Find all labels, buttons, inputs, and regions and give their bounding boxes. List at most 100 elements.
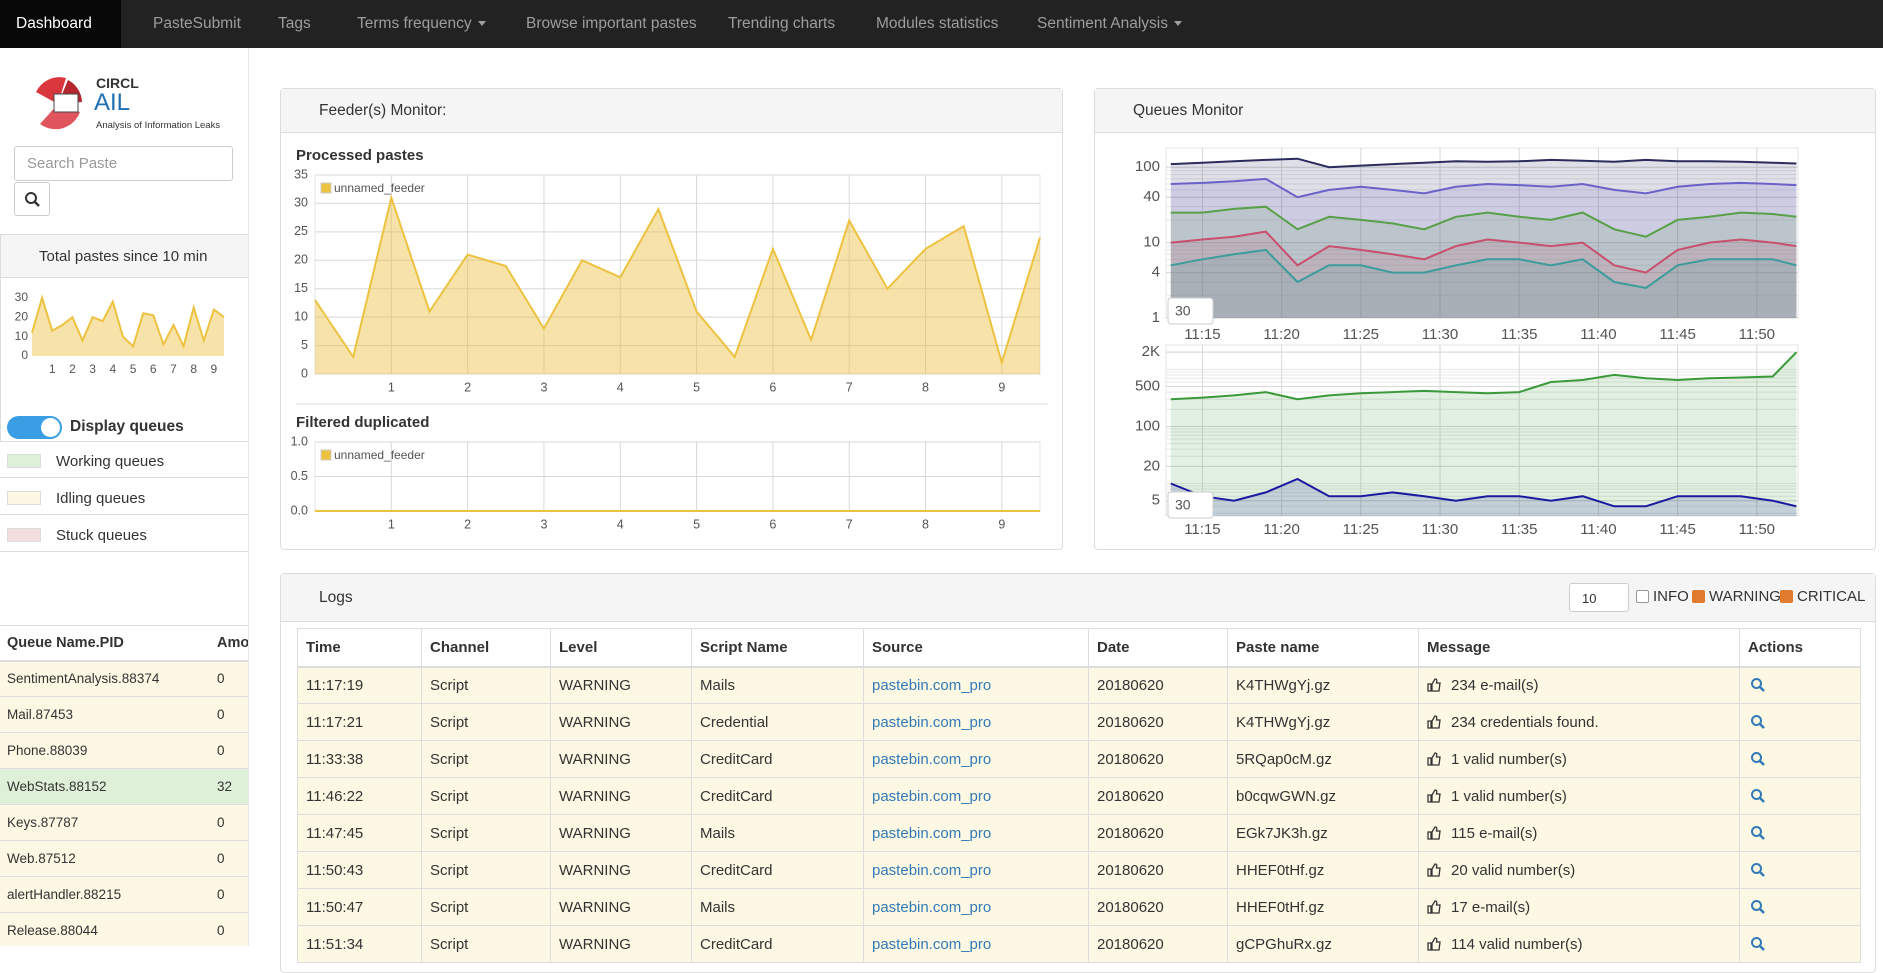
log-cell: 11:47:45 [298,815,422,852]
source-link[interactable]: pastebin.com_pro [872,751,991,768]
queue-row: Keys.877870 [0,805,249,841]
logo-name: AIL [94,89,130,116]
queue-amount: 0 [210,913,249,947]
actions-cell [1740,778,1861,815]
panel-heading: Feeder(s) Monitor: [281,89,1062,133]
log-cell: 20180620 [1089,741,1228,778]
source-link[interactable]: pastebin.com_pro [872,899,991,916]
search-button[interactable] [14,182,50,216]
nav-link[interactable]: Dashboard [0,0,121,48]
message-cell: 234 credentials found. [1419,704,1740,741]
divider [0,514,249,515]
log-cell: 11:50:47 [298,889,422,926]
log-cell: 11:46:22 [298,778,422,815]
legend-label: Working queues [56,453,164,470]
log-cell: CreditCard [692,741,864,778]
view-icon[interactable] [1750,677,1766,693]
queue-row: Web.875120 [0,841,249,877]
view-icon[interactable] [1750,936,1766,952]
source-link[interactable]: pastebin.com_pro [872,714,991,731]
message-cell: 115 e-mail(s) [1419,815,1740,852]
log-cell: WARNING [551,889,692,926]
column-header: Message [1419,629,1740,667]
queue-row: Phone.880390 [0,733,249,769]
queue-row: alertHandler.882150 [0,877,249,913]
page: Dashboard PasteSubmit Tags Terms frequen… [0,0,1883,946]
source-link[interactable]: pastebin.com_pro [872,677,991,694]
logs-table: TimeChannelLevelScript NameSourceDatePas… [297,628,1861,963]
nav-link[interactable]: Trending charts [728,0,835,48]
log-cell: WARNING [551,741,692,778]
message-text: 115 e-mail(s) [1451,825,1537,842]
log-cell: K4THWgYj.gz [1228,704,1419,741]
view-icon[interactable] [1750,899,1766,915]
view-icon[interactable] [1750,714,1766,730]
total-heading: Total pastes since 10 min [0,234,249,278]
source-cell: pastebin.com_pro [864,815,1089,852]
queue-amount: 0 [210,733,249,769]
nav-link[interactable]: Terms frequency [357,0,486,48]
view-icon[interactable] [1750,862,1766,878]
nav-link[interactable]: Browse important pastes [526,0,697,48]
log-cell: 20180620 [1089,889,1228,926]
thumb-icon [1427,900,1441,914]
source-link[interactable]: pastebin.com_pro [872,862,991,879]
legend-swatch [7,454,41,468]
column-header: Channel [422,629,551,667]
column-header: Date [1089,629,1228,667]
log-cell: 20180620 [1089,704,1228,741]
queue-name: Release.88044 [0,913,210,947]
log-cell: CreditCard [692,852,864,889]
queue-name: alertHandler.88215 [0,877,210,913]
source-cell: pastebin.com_pro [864,926,1089,963]
thumb-icon [1427,863,1441,877]
queue-table: Queue Name.PIDAmountSentimentAnalysis.88… [0,625,249,946]
log-cell: WARNING [551,926,692,963]
queue-amount: 0 [210,697,249,733]
filter-label: INFO [1653,588,1689,605]
column-header: Level [551,629,692,667]
nav-link[interactable]: Tags [278,0,311,48]
source-cell: pastebin.com_pro [864,852,1089,889]
nav-text: Terms frequency [357,15,472,32]
thumb-icon [1427,937,1441,951]
source-cell: pastebin.com_pro [864,741,1089,778]
search-icon [15,183,49,215]
source-link[interactable]: pastebin.com_pro [872,936,991,953]
queue-amount: 0 [210,841,249,877]
filter-checkbox[interactable] [1636,590,1649,603]
nav-link[interactable]: Sentiment Analysis [1037,0,1182,48]
panel-heading: Queues Monitor [1095,89,1875,133]
view-icon[interactable] [1750,751,1766,767]
log-row: 11:17:21ScriptWARNINGCredentialpastebin.… [298,704,1861,741]
log-cell: Script [422,815,551,852]
source-link[interactable]: pastebin.com_pro [872,825,991,842]
log-cell: 11:50:43 [298,852,422,889]
caret [478,21,486,26]
message-cell: 17 e-mail(s) [1419,889,1740,926]
view-icon[interactable] [1750,825,1766,841]
filter-checkbox[interactable] [1780,590,1793,603]
log-cell: Mails [692,889,864,926]
queues-panel: Queues Monitor [1094,88,1876,550]
log-cell: 11:17:21 [298,704,422,741]
search-input[interactable]: Search Paste [14,146,233,181]
log-cell: Script [422,926,551,963]
log-cell: 5RQap0cM.gz [1228,741,1419,778]
queue-name: SentimentAnalysis.88374 [0,661,210,697]
nav-link[interactable]: Modules statistics [876,0,998,48]
nav-link[interactable]: PasteSubmit [153,0,241,48]
actions-cell [1740,815,1861,852]
filter-checkbox[interactable] [1692,590,1705,603]
view-icon[interactable] [1750,788,1766,804]
actions-cell [1740,741,1861,778]
actions-cell [1740,926,1861,963]
log-row: 11:50:47ScriptWARNINGMailspastebin.com_p… [298,889,1861,926]
queue-name: WebStats.88152 [0,769,210,805]
page-size-select[interactable]: 10 [1569,583,1629,612]
queue-row: WebStats.8815232 [0,769,249,805]
log-cell: Credential [692,704,864,741]
source-link[interactable]: pastebin.com_pro [872,788,991,805]
log-cell: K4THWgYj.gz [1228,667,1419,704]
toggle[interactable] [7,416,62,439]
